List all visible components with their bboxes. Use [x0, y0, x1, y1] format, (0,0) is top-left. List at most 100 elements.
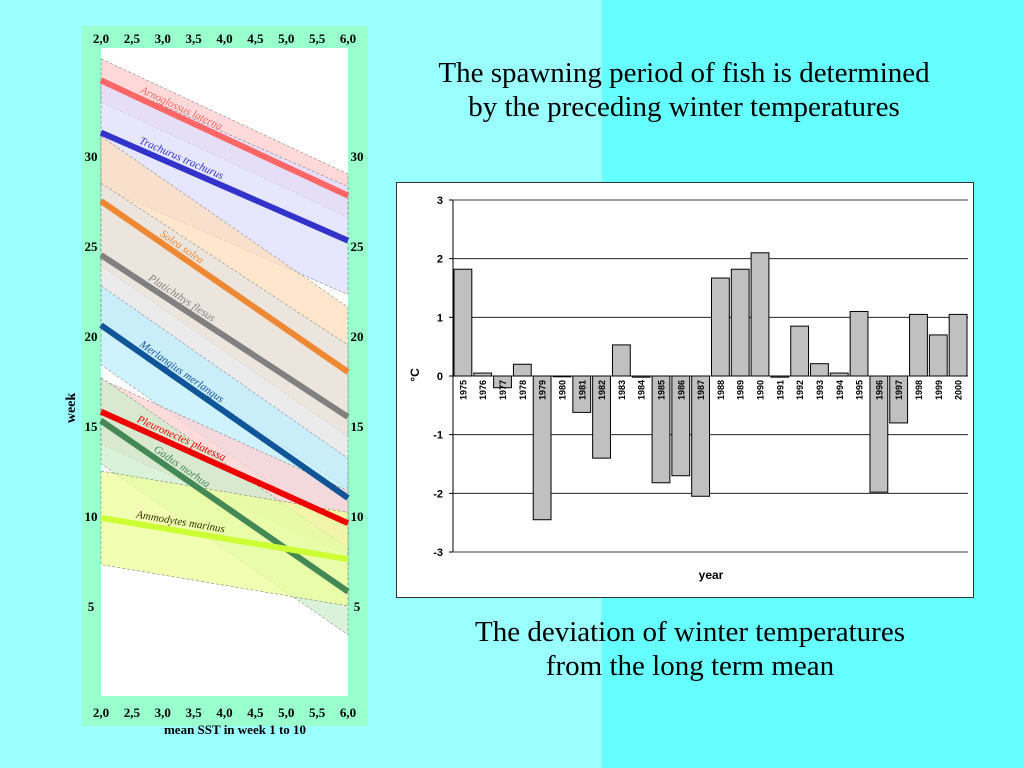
- bar: [453, 268, 473, 377]
- y-tick-label: 15: [85, 419, 99, 434]
- x-tick-label: 1980: [557, 380, 567, 400]
- x-tick-label: 1979: [538, 380, 548, 400]
- x-tick-label: 4,5: [247, 705, 264, 720]
- bar: [889, 375, 909, 424]
- series-line: [99, 408, 350, 526]
- bar: [691, 375, 711, 497]
- x-tick-label: 1987: [696, 380, 706, 400]
- y-tick-label: 30: [85, 149, 98, 164]
- y-tick-label: 20: [351, 329, 364, 344]
- bar: [750, 252, 770, 377]
- x-axis-label: mean SST in week 1 to 10: [164, 722, 306, 737]
- bar: [730, 268, 750, 377]
- x-tick-label: 1992: [795, 380, 805, 400]
- bar: [493, 375, 512, 389]
- bar: [631, 375, 651, 378]
- x-tick-label: 2,5: [124, 705, 141, 720]
- series-line: [99, 252, 350, 420]
- bar: [849, 310, 869, 377]
- x-tick-label: 1991: [775, 380, 785, 400]
- y-tick-label: 25: [351, 239, 365, 254]
- y-tick-label: 30: [351, 149, 364, 164]
- series-line: [99, 198, 350, 375]
- x-tick-label: 2,0: [93, 31, 109, 46]
- bar: [572, 375, 592, 413]
- bar: [532, 375, 552, 521]
- x-tick-label: 1978: [518, 380, 528, 400]
- x-tick-label: 1998: [914, 380, 924, 400]
- x-tick-label: 1989: [736, 380, 746, 400]
- x-tick-label: 6,0: [340, 31, 356, 46]
- x-tick-label: 1975: [458, 380, 468, 400]
- slide-title-line-2: by the preceding winter temperatures: [468, 91, 900, 123]
- bar-y-axis-label: °C: [408, 368, 422, 382]
- bar: [770, 375, 790, 378]
- x-tick-label: 4,0: [216, 31, 232, 46]
- x-tick-label: 4,0: [216, 705, 232, 720]
- x-tick-label: 3,5: [186, 31, 203, 46]
- x-tick-label: 1981: [577, 380, 587, 400]
- x-tick-label: 1982: [597, 380, 607, 400]
- bar-x-axis-label: year: [699, 568, 724, 582]
- y-tick-label: 0: [437, 371, 443, 383]
- series-line: [99, 418, 350, 595]
- slide-title: The spawning period of fish is determine…: [386, 56, 982, 124]
- y-tick-label: 10: [351, 509, 364, 524]
- y-tick-label: -3: [433, 547, 443, 559]
- x-tick-label: 5,0: [278, 705, 294, 720]
- bar: [611, 344, 631, 377]
- y-tick-label: 20: [85, 329, 98, 344]
- x-tick-label: 3,0: [155, 31, 171, 46]
- y-tick-label: 5: [88, 599, 95, 614]
- y-tick-label: -2: [433, 488, 443, 500]
- chart-caption-line-2: from the long term mean: [545, 650, 835, 682]
- x-tick-label: 1988: [716, 380, 726, 400]
- x-tick-label: 2,0: [93, 705, 109, 720]
- bar: [869, 375, 889, 493]
- x-tick-label: 6,0: [340, 705, 356, 720]
- x-tick-label: 1994: [835, 380, 845, 400]
- x-tick-label: 1996: [874, 380, 884, 400]
- chart-caption-line-1: The deviation of winter temperatures: [474, 616, 905, 648]
- x-tick-label: 3,5: [186, 705, 203, 720]
- x-tick-label: 5,0: [278, 31, 294, 46]
- x-tick-label: 2,5: [124, 31, 141, 46]
- y-tick-label: 2: [437, 254, 443, 266]
- y-tick-label: -1: [433, 430, 443, 442]
- series-line: [99, 129, 350, 244]
- temperature-deviation-chart: -3 -2 -1 0 1 2 3 1975 1976 1977 1978 1979 1980 1981 1…: [396, 182, 974, 598]
- bar: [671, 375, 691, 477]
- x-tick-label: 1984: [637, 380, 647, 400]
- bar: [651, 375, 671, 484]
- x-tick-label: 5,5: [309, 31, 326, 46]
- x-tick-label: 1983: [617, 380, 627, 400]
- series-line: [99, 322, 350, 501]
- series-line: [100, 514, 349, 563]
- x-tick-label: 1993: [815, 380, 825, 400]
- bar: [512, 363, 532, 377]
- y-tick-label: 3: [437, 195, 443, 207]
- x-tick-label: 1990: [756, 380, 766, 400]
- bar: [473, 372, 493, 377]
- x-tick-label: 1985: [656, 380, 666, 400]
- x-tick-label: 1976: [478, 380, 488, 400]
- y-tick-label: 1: [437, 312, 443, 324]
- y-axis-label: week: [64, 393, 79, 424]
- y-tick-label: 15: [351, 419, 365, 434]
- bar-chart-svg: -3 -2 -1 0 1 2 3 1975 1976 1977 1978 1979 1980 1981 1…: [408, 195, 968, 582]
- bar: [829, 372, 849, 377]
- y-tick-label: 25: [85, 239, 99, 254]
- bar: [928, 334, 948, 377]
- bar: [711, 277, 730, 377]
- bar: [592, 375, 611, 459]
- x-tick-label: 1999: [934, 380, 944, 400]
- x-tick-label: 4,5: [247, 31, 264, 46]
- x-tick-label: 2000: [954, 380, 964, 400]
- y-tick-label: 5: [354, 599, 361, 614]
- x-tick-label: 1995: [855, 380, 865, 400]
- y-tick-label: 10: [85, 509, 98, 524]
- slide-title-line-1: The spawning period of fish is determine…: [438, 57, 930, 89]
- x-tick-label: 5,5: [309, 705, 326, 720]
- bar: [909, 313, 928, 377]
